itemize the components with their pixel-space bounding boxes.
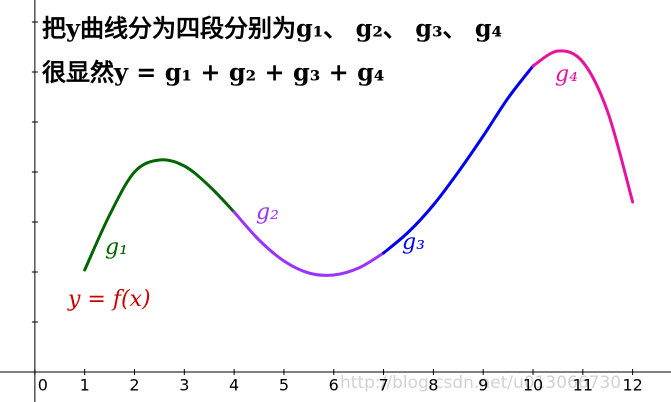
curve-segment [83, 158, 236, 272]
x-tick-label: 3 [179, 376, 189, 395]
segment-label: g₂ [256, 200, 279, 225]
curve-segment [531, 49, 635, 204]
segment-label: g₃ [402, 230, 425, 255]
x-tick-label: 12 [622, 376, 642, 395]
curve-segment [382, 64, 535, 255]
segment-label: g₄ [555, 62, 578, 87]
x-tick-label: 5 [279, 376, 289, 395]
curve-segment [232, 210, 386, 277]
x-tick-label: 0 [38, 376, 48, 395]
chart-title: 把y曲线分为四段分别为g₁、 g₂、 g₃、 g₄ [42, 14, 502, 43]
x-tick-label: 6 [329, 376, 339, 395]
x-tick-label: 10 [523, 376, 543, 395]
segment-label: g₁ [105, 235, 128, 260]
x-tick-label: 8 [428, 376, 438, 395]
x-tick-label: 1 [80, 376, 90, 395]
x-tick-label: 11 [573, 376, 593, 395]
function-label: y = f(x) [67, 287, 151, 312]
x-tick-label: 9 [478, 376, 488, 395]
x-tick-label: 2 [129, 376, 139, 395]
chart-subtitle: 很显然y = g₁ + g₂ + g₃ + g₄ [42, 58, 384, 87]
x-tick-label: 7 [378, 376, 388, 395]
watermark: http://blog.csdn.net/u013066730 [340, 373, 621, 393]
x-tick-label: 4 [229, 376, 239, 395]
